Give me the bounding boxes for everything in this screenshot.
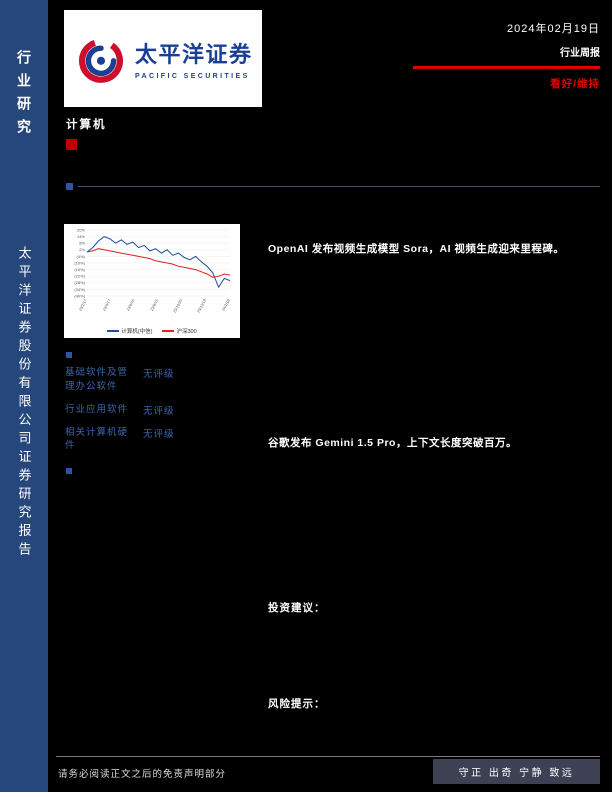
footer-disclaimer: 请务必阅读正文之后的免责声明部分: [58, 769, 227, 780]
subratings-table: 基础软件及管理办公软件 无评级 行业应用软件 无评级 相关计算机硬件 无评级: [65, 366, 175, 453]
svg-text:(22%): (22%): [74, 274, 85, 279]
svg-text:(10%): (10%): [74, 260, 85, 265]
chart-legend-item: 沪深300: [162, 327, 197, 335]
svg-text:24/2/18: 24/2/18: [221, 299, 230, 312]
sidebar: 行业研究 太平洋证券股份有限公司证券研究报告: [0, 0, 48, 792]
svg-text:(4%): (4%): [77, 254, 86, 259]
svg-text:14%: 14%: [77, 234, 85, 239]
rating-rule: [413, 66, 600, 69]
rating-row: 相关计算机硬件 无评级: [65, 426, 175, 454]
rating-name: 行业应用软件: [65, 403, 129, 415]
industry-title: 计算机: [66, 119, 107, 131]
svg-text:23/6/16: 23/6/16: [126, 299, 135, 312]
sidebar-company-label: 太平洋证券股份有限公司证券研究报告: [16, 246, 32, 561]
svg-text:2%: 2%: [79, 247, 85, 252]
report-date: 2024年02月19日: [507, 23, 600, 35]
header-meta: 2024年02月19日 行业周报 看好/维持: [390, 20, 600, 91]
logo-text-cn: 太平洋证券: [135, 42, 253, 67]
svg-text:(34%): (34%): [74, 287, 85, 292]
performance-chart-svg: 20% 14% 8%2% (4%)(10%) (16%) (22%)(28%) (34%)(…: [74, 227, 231, 314]
report-type: 行业周报: [560, 48, 600, 59]
motto-text: 守正 出奇 宁静 致远: [458, 768, 575, 779]
svg-text:23/10/20: 23/10/20: [173, 299, 183, 314]
rating-value: 无评级: [143, 428, 175, 440]
highlight-sora: OpenAI 发布视频生成模型 Sora，AI 视频生成迎来里程碑。: [268, 242, 565, 255]
company-logo: 太平洋证券 PACIFIC SECURITIES: [64, 10, 262, 107]
footer-divider: [56, 756, 600, 757]
section-divider: [78, 186, 600, 187]
section-bullet-icon: [66, 183, 73, 190]
chart-legend-item: 计算机(中信): [107, 327, 152, 335]
rating-name: 基础软件及管理办公软件: [65, 367, 129, 392]
motto-box: 守正 出奇 宁静 致远: [433, 759, 600, 784]
section-bullet-icon: [66, 352, 72, 358]
section-bullet-icon: [66, 468, 72, 474]
svg-text:23/2/17: 23/2/17: [78, 299, 87, 312]
rating-row: 基础软件及管理办公软件 无评级: [65, 366, 175, 394]
svg-text:23/12/19: 23/12/19: [197, 299, 207, 314]
svg-text:20%: 20%: [77, 227, 85, 232]
rating-name: 相关计算机硬件: [65, 426, 129, 452]
highlight-gemini: 谷歌发布 Gemini 1.5 Pro，上下文长度突破百万。: [268, 436, 517, 449]
pacific-logo-icon: [78, 38, 124, 83]
risk-warning-label: 风险提示：: [268, 698, 326, 710]
svg-text:23/4/17: 23/4/17: [102, 299, 111, 312]
rating-badge: 看好/维持: [550, 78, 600, 90]
rating-row: 行业应用软件 无评级: [65, 403, 175, 417]
svg-text:(28%): (28%): [74, 280, 85, 285]
logo-text-en: PACIFIC SECURITIES: [135, 73, 250, 80]
investment-advice-label: 投资建议：: [268, 602, 326, 614]
rating-value: 无评级: [143, 405, 175, 417]
svg-text:(16%): (16%): [74, 267, 85, 272]
red-square-marker: [66, 139, 77, 150]
sidebar-category-label: 行业研究: [16, 50, 32, 142]
svg-text:(40%): (40%): [74, 293, 85, 298]
performance-chart-card: 20% 14% 8% 2% (4%) (10%) (16%) (22%) (28%) (34%)(…: [64, 224, 240, 338]
svg-text:8%: 8%: [79, 241, 85, 246]
rating-value: 无评级: [143, 369, 175, 380]
chart-legend: 计算机(中信) 沪深300: [66, 327, 238, 335]
svg-text:23/8/15: 23/8/15: [150, 299, 159, 312]
